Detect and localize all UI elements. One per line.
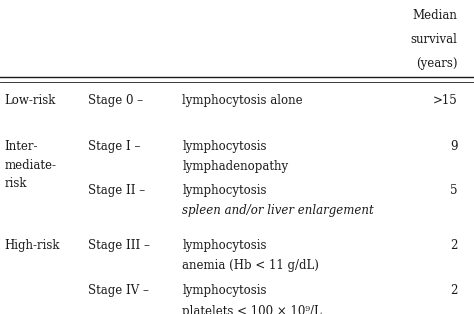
- Text: Stage I –: Stage I –: [88, 140, 140, 153]
- Text: 9: 9: [450, 140, 457, 153]
- Text: lymphadenopathy: lymphadenopathy: [182, 160, 289, 173]
- Text: risk: risk: [5, 177, 27, 190]
- Text: spleen and/or liver enlargement: spleen and/or liver enlargement: [182, 204, 374, 217]
- Text: lymphocytosis: lymphocytosis: [182, 239, 267, 252]
- Text: 5: 5: [450, 184, 457, 197]
- Text: Inter-: Inter-: [5, 140, 38, 153]
- Text: lymphocytosis: lymphocytosis: [182, 284, 267, 297]
- Text: Stage 0 –: Stage 0 –: [88, 94, 143, 107]
- Text: anemia (Hb < 11 g/dL): anemia (Hb < 11 g/dL): [182, 259, 319, 272]
- Text: Stage IV –: Stage IV –: [88, 284, 148, 297]
- Text: Stage III –: Stage III –: [88, 239, 150, 252]
- Text: platelets < 100 × 10⁹/L: platelets < 100 × 10⁹/L: [182, 305, 322, 314]
- Text: 2: 2: [450, 239, 457, 252]
- Text: Median: Median: [412, 9, 457, 22]
- Text: Low-risk: Low-risk: [5, 94, 56, 107]
- Text: >15: >15: [433, 94, 457, 107]
- Text: lymphocytosis: lymphocytosis: [182, 184, 267, 197]
- Text: 2: 2: [450, 284, 457, 297]
- Text: survival: survival: [410, 33, 457, 46]
- Text: (years): (years): [416, 57, 457, 69]
- Text: lymphocytosis: lymphocytosis: [182, 140, 267, 153]
- Text: Stage II –: Stage II –: [88, 184, 145, 197]
- Text: mediate-: mediate-: [5, 159, 57, 171]
- Text: High-risk: High-risk: [5, 239, 60, 252]
- Text: lymphocytosis alone: lymphocytosis alone: [182, 94, 303, 107]
